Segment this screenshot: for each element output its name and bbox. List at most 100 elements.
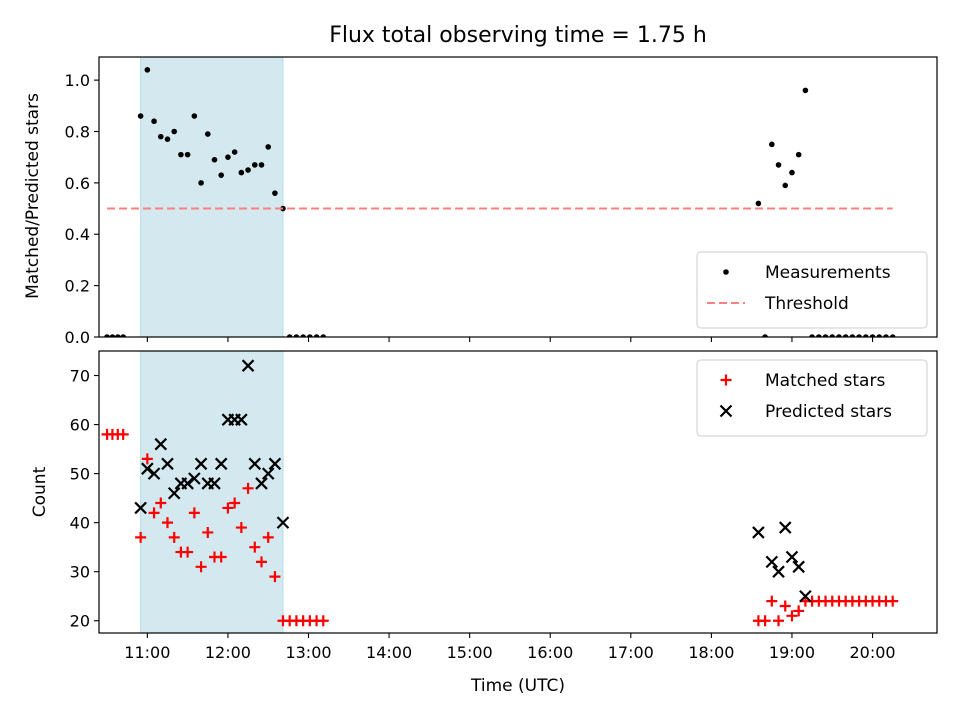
matched-stars-point [202,526,214,538]
panel-count: 20 30 40 50 60 70 11:00 12:00 13:00 14:00 15:00 16:… [70,350,938,662]
predicted-stars-point [147,467,161,480]
measurements-point [755,200,762,207]
predicted-stars-point [765,555,779,569]
y-tick-label: 60 [70,416,90,435]
predicted-stars-point [167,486,181,500]
matched-stars-point [148,507,160,519]
matched-stars-point [188,507,200,519]
matched-stars-point [786,610,798,622]
matched-stars-point [793,605,805,617]
legend-label-predicted-stars: Predicted stars [765,402,892,422]
legend-label-matched-stars: Matched stars [765,371,885,391]
predicted-stars-point [194,457,208,471]
x-tick-label: 11:00 [124,643,170,662]
predicted-stars-point [778,521,792,534]
predicted-stars-point [161,457,174,471]
measurements-point [300,334,306,337]
predicted-stars-point [235,413,248,426]
matched-stars-point [887,595,899,607]
measurements-point [204,131,211,137]
axes-frame [98,350,938,634]
matched-stars-point [317,615,329,627]
measurements-point [829,334,836,337]
matched-stars-point [759,615,771,627]
matched-stars-point [155,497,167,509]
observing-window-span [140,350,284,634]
measurements-point [272,190,278,196]
predicted-stars-point [154,437,168,451]
matched-stars-point [135,531,147,543]
measurements-point [178,151,184,158]
legend-label-threshold: Threshold [764,294,849,314]
predicted-stars-point [268,457,282,471]
predicted-stars-point [276,516,290,529]
measurements-point [816,334,822,337]
measurements-point [856,334,862,337]
measurements-point [842,334,849,337]
legend-box [696,251,928,329]
matched-stars-point [779,600,791,612]
measurements-point [775,162,782,168]
predicted-stars-point [188,472,201,485]
y-tick-label: 0.6 [65,174,90,193]
measurements-point [889,334,896,337]
measurements-point [789,169,795,176]
measurements-point [218,172,225,178]
measurements-point [184,151,191,158]
matched-stars-point [161,517,173,529]
measurements-point [115,334,121,337]
y-tick-label: 70 [70,367,90,386]
measurements-point [809,334,815,337]
matched-stars-point [269,571,281,583]
predicted-stars-point [785,550,799,564]
measurements-point [258,162,265,168]
y-tick-label: 0.2 [65,277,90,296]
plot-area [101,359,899,627]
x-tick-label: 14:00 [366,643,412,662]
measurements-point [265,144,272,150]
predicted-stars-point [772,565,785,578]
matched-stars-point [141,453,153,465]
matched-stars-point [195,561,207,573]
measurements-point [822,334,829,337]
legend: Matched stars Predicted stars [696,359,928,437]
x-axis-label: Time (UTC) [470,676,565,696]
axes-frame [98,56,938,338]
measurements-point [238,169,245,176]
measurements-point [883,334,889,337]
measurements-point [782,182,789,189]
x-tick-label: 15:00 [447,643,493,662]
matched-stars-point [255,556,267,568]
x-tick-label: 18:00 [688,643,734,662]
measurements-point [313,334,320,337]
panel-ratio: 0.0 0.2 0.4 0.6 0.8 1.0 Measurements Threshold [65,56,938,347]
predicted-stars-point [214,457,228,471]
measurements-point [320,334,327,337]
matched-stars-point [182,546,194,558]
measurements-point [251,162,258,168]
predicted-stars-point [255,477,268,490]
measurements-point [120,334,126,337]
matched-stars-point [235,522,247,534]
x-tick-label: 13:00 [285,643,331,662]
measurements-point [795,151,802,158]
legend-key-measurements [723,269,729,275]
measurements-point [307,334,313,337]
measurements-point [849,334,856,337]
measurements-point [802,87,809,94]
chart-title: Flux total observing time = 1.75 h [329,23,707,48]
measurements-point [137,113,144,119]
predicted-stars-point [141,462,154,475]
measurements-point [286,334,293,337]
measurements-point [293,334,300,337]
observing-window-span [140,56,284,338]
measurements-point [191,113,198,119]
y-tick-label: 0.0 [65,328,90,347]
matched-stars-point [215,551,227,563]
measurements-point [198,180,204,186]
matched-stars-point [242,482,254,494]
measurements-point [151,118,157,125]
plot-area [104,67,896,337]
predicted-stars-point [181,477,194,490]
